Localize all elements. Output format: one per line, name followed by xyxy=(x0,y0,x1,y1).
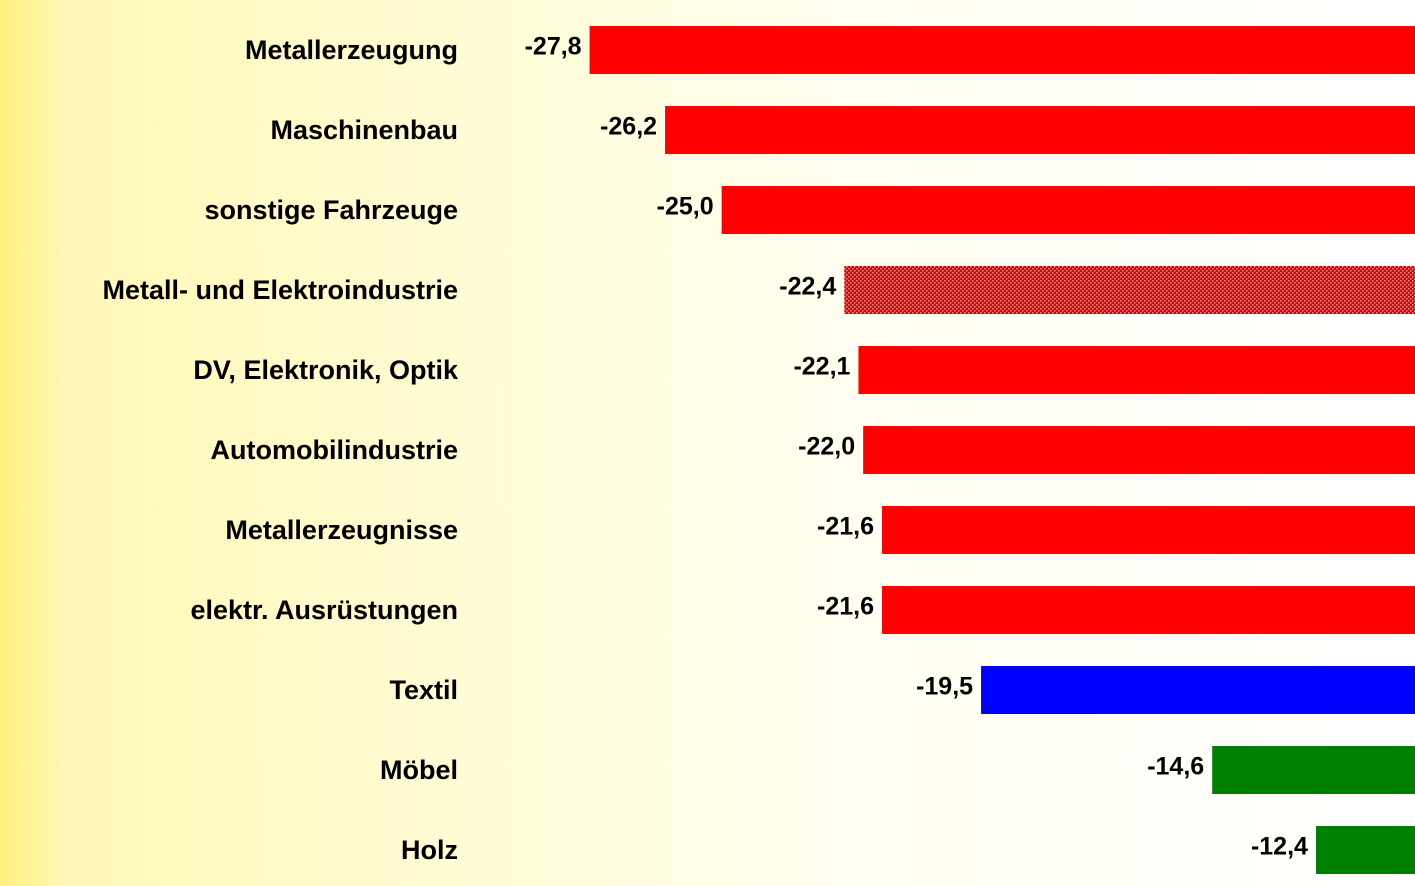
category-label: Metall- und Elektroindustrie xyxy=(102,275,458,305)
bar xyxy=(589,26,1415,74)
bar xyxy=(882,506,1415,554)
value-label: -22,0 xyxy=(798,433,855,461)
bar xyxy=(858,346,1415,394)
bar xyxy=(1212,746,1415,794)
value-label: -22,1 xyxy=(793,353,850,381)
bar xyxy=(721,186,1415,234)
value-label: -14,6 xyxy=(1147,753,1204,781)
bar xyxy=(844,266,1415,314)
value-label: -27,8 xyxy=(525,33,582,61)
bar xyxy=(981,666,1415,714)
bar xyxy=(863,426,1415,474)
bar xyxy=(1315,826,1415,874)
value-label: -12,4 xyxy=(1251,833,1308,861)
category-label: Maschinenbau xyxy=(270,115,458,145)
bar xyxy=(882,586,1415,634)
category-label: sonstige Fahrzeuge xyxy=(204,195,458,225)
category-label: Textil xyxy=(389,675,458,705)
category-label: elektr. Ausrüstungen xyxy=(190,595,458,625)
category-label: Metallerzeugung xyxy=(245,35,458,65)
bar xyxy=(665,106,1415,154)
value-label: -21,6 xyxy=(817,593,874,621)
value-label: -22,4 xyxy=(779,273,836,301)
category-label: Möbel xyxy=(380,755,458,785)
category-label: DV, Elektronik, Optik xyxy=(193,355,459,385)
value-label: -26,2 xyxy=(600,113,657,141)
category-label: Metallerzeugnisse xyxy=(225,515,458,545)
value-label: -25,0 xyxy=(657,193,714,221)
value-label: -19,5 xyxy=(916,673,973,701)
category-label: Automobilindustrie xyxy=(211,435,458,465)
value-label: -21,6 xyxy=(817,513,874,541)
category-label: Holz xyxy=(401,835,458,865)
